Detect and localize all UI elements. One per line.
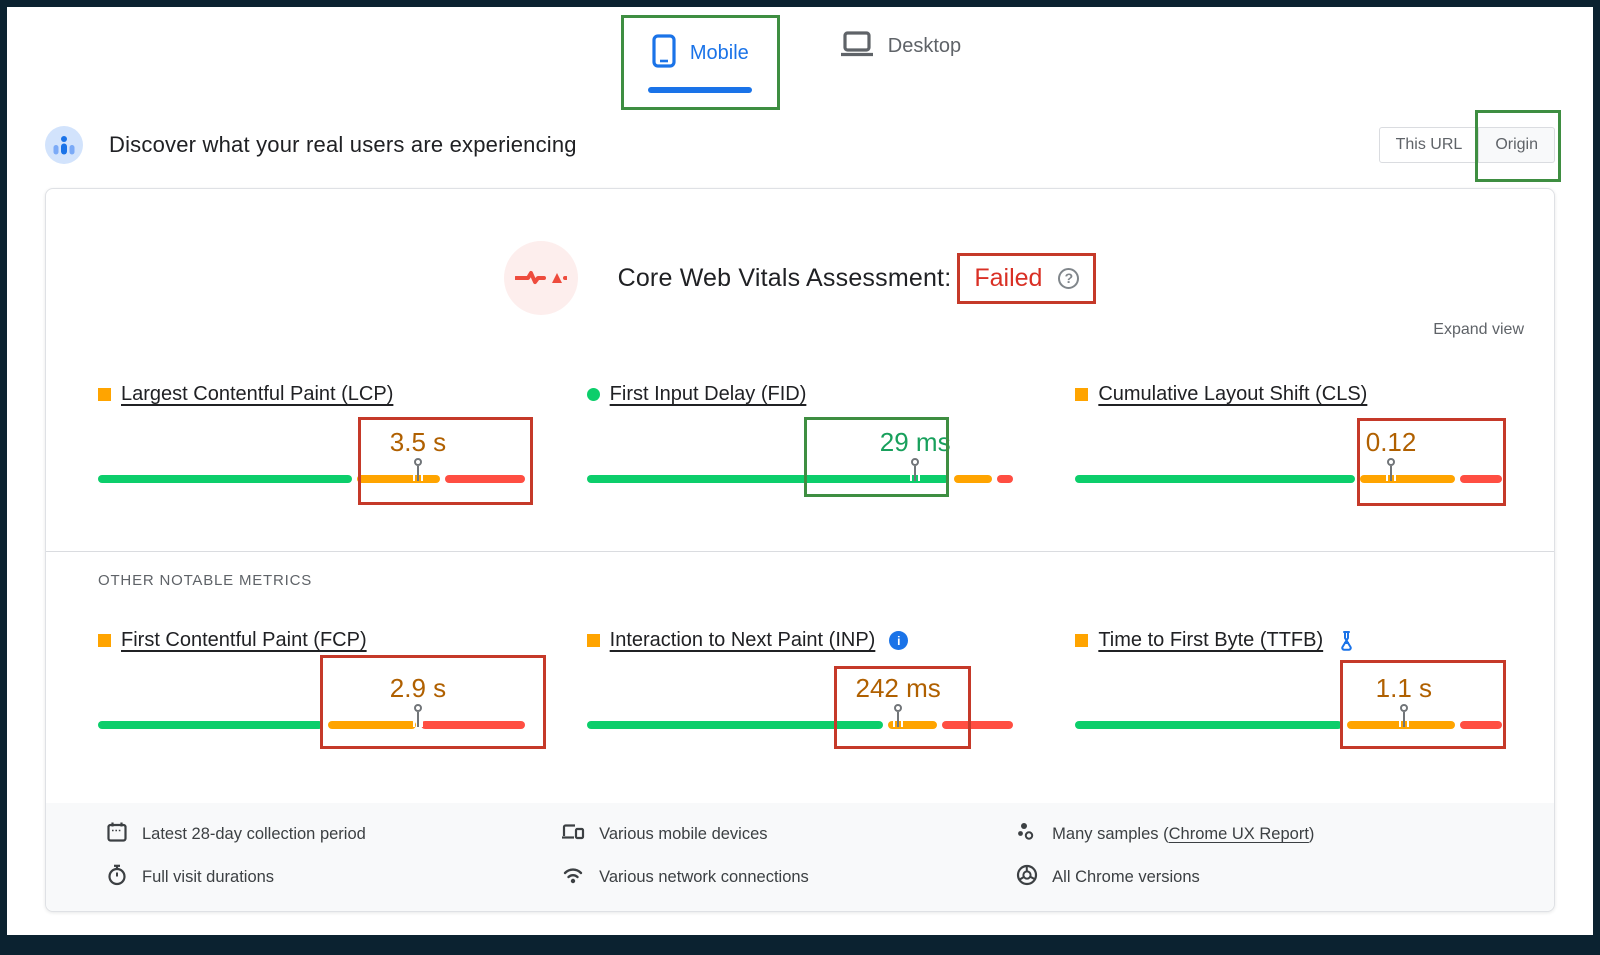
lcp-pin-marker: [413, 458, 422, 481]
inp-link[interactable]: Interaction to Next Paint (INP): [609, 629, 876, 651]
page: Mobile Desktop Discover what your r: [7, 7, 1593, 935]
annotation-box-failed: Failed ?: [957, 252, 1097, 304]
inp-distribution-bar: [586, 721, 1014, 729]
cls-link[interactable]: Cumulative Layout Shift (CLS): [1098, 383, 1368, 405]
fcp-link[interactable]: First Contentful Paint (FCP): [121, 629, 367, 651]
chrome-icon: [1016, 864, 1038, 891]
metric-lcp: Largest Contentful Paint (LCP) 3.5 s: [98, 383, 534, 507]
tab-desktop[interactable]: Desktop: [822, 15, 979, 70]
chrome-versions-item: All Chrome versions: [1016, 864, 1494, 891]
url-origin-toggle: This URL Origin: [1378, 110, 1561, 182]
lcp-link[interactable]: Largest Contentful Paint (LCP): [121, 383, 394, 405]
users-icon: [45, 126, 83, 164]
chrome-ux-report-link[interactable]: Chrome UX Report: [1168, 825, 1309, 843]
tab-mobile[interactable]: Mobile: [634, 20, 767, 107]
desktop-laptop-icon: [840, 29, 874, 64]
collection-period-label: Latest 28-day collection period: [142, 825, 366, 843]
expand-view-link[interactable]: Expand view: [1433, 321, 1524, 338]
lcp-value: 3.5 s: [389, 427, 447, 457]
cls-status-marker: [1075, 388, 1089, 401]
devices-label: Various mobile devices: [599, 825, 768, 843]
chrome-versions-label: All Chrome versions: [1052, 868, 1200, 886]
field-data-header: Discover what your real users are experi…: [7, 110, 1593, 182]
device-tabs: Mobile Desktop: [7, 7, 1593, 110]
collection-period-item: Latest 28-day collection period: [106, 821, 561, 848]
data-source-footer: Latest 28-day collection period Full vis…: [46, 803, 1554, 911]
cls-pin-marker: [1387, 458, 1396, 481]
cwv-result-badge: Failed: [974, 263, 1043, 292]
cls-distribution-bar: [1075, 475, 1502, 483]
metric-ttfb: Time to First Byte (TTFB) 1.1 s: [1075, 629, 1507, 753]
metric-cls: Cumulative Layout Shift (CLS) 0.12: [1075, 383, 1507, 507]
lcp-status-marker: [98, 388, 111, 401]
origin-button[interactable]: Origin: [1479, 127, 1555, 163]
core-metrics-row: Largest Contentful Paint (LCP) 3.5 s Fir…: [46, 383, 1554, 507]
fid-status-marker: [586, 388, 600, 401]
other-metrics-row: First Contentful Paint (FCP) 2.9 s Inter…: [46, 629, 1554, 753]
ttfb-link[interactable]: Time to First Byte (TTFB): [1098, 629, 1324, 651]
ttfb-value: 1.1 s: [1375, 673, 1433, 703]
page-title: Discover what your real users are experi…: [109, 132, 577, 157]
flask-icon: [1337, 630, 1356, 651]
help-icon[interactable]: ?: [1058, 267, 1080, 289]
info-icon[interactable]: i: [889, 631, 909, 650]
network-icon: [561, 864, 585, 891]
fcp-value: 2.9 s: [389, 673, 447, 703]
metric-fid: First Input Delay (FID) 29 ms: [586, 383, 1014, 507]
tab-desktop-label: Desktop: [887, 35, 962, 57]
annotation-box-mobile: Mobile: [620, 15, 780, 110]
stopwatch-icon: [106, 864, 128, 891]
inp-status-marker: [586, 634, 600, 647]
fcp-pin-marker: [413, 704, 422, 727]
cwv-assessment-row: Core Web Vitals Assessment: Failed ? Exp…: [46, 189, 1554, 338]
fcp-status-marker: [98, 634, 111, 647]
cwv-assessment-title: Core Web Vitals Assessment:: [617, 263, 952, 292]
ttfb-distribution-bar: [1075, 721, 1502, 729]
samples-icon: [1016, 821, 1038, 848]
mobile-phone-icon: [652, 34, 676, 73]
samples-item: Many samples (Chrome UX Report): [1016, 821, 1494, 848]
connections-item: Various network connections: [561, 864, 1016, 891]
visit-durations-item: Full visit durations: [106, 864, 561, 891]
fcp-distribution-bar: [98, 721, 525, 729]
connections-label: Various network connections: [599, 868, 809, 886]
pulse-icon: [503, 241, 578, 315]
samples-label: Many samples (Chrome UX Report): [1052, 825, 1315, 843]
ttfb-pin-marker: [1399, 704, 1408, 727]
active-tab-indicator: [648, 87, 753, 93]
field-data-card: Core Web Vitals Assessment: Failed ? Exp…: [45, 188, 1555, 912]
inp-value: 242 ms: [855, 673, 941, 703]
this-url-button[interactable]: This URL: [1378, 127, 1480, 163]
fid-pin-marker: [911, 458, 920, 481]
fid-value: 29 ms: [879, 427, 951, 457]
tab-mobile-label: Mobile: [689, 42, 749, 64]
visit-durations-label: Full visit durations: [142, 868, 275, 886]
devices-icon: [561, 821, 585, 848]
cls-value: 0.12: [1365, 427, 1417, 457]
calendar-icon: [106, 821, 128, 848]
fid-link[interactable]: First Input Delay (FID): [609, 383, 807, 405]
fid-distribution-bar: [586, 475, 1014, 483]
section-divider: [46, 551, 1554, 552]
inp-pin-marker: [894, 704, 903, 727]
devices-item: Various mobile devices: [561, 821, 1016, 848]
metric-inp: Interaction to Next Paint (INP) i 242 ms: [586, 629, 1014, 753]
ttfb-status-marker: [1075, 634, 1089, 647]
metric-fcp: First Contentful Paint (FCP) 2.9 s: [98, 629, 546, 753]
lcp-distribution-bar: [98, 475, 525, 483]
other-metrics-heading: OTHER NOTABLE METRICS: [98, 572, 313, 589]
